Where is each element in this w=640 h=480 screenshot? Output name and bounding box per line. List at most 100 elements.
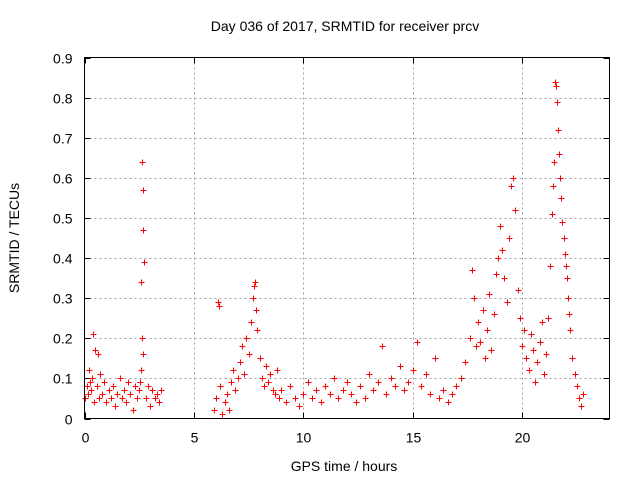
data-point: [130, 407, 137, 414]
data-point: [469, 267, 476, 274]
data-point: [453, 383, 460, 390]
data-point: [103, 399, 110, 406]
data-point: [473, 343, 480, 350]
data-point: [467, 335, 474, 342]
data-point: [140, 187, 147, 194]
y-axis-label: SRMTID / TECUs: [6, 183, 22, 293]
data-point: [357, 383, 364, 390]
data-point: [296, 403, 303, 410]
data-point: [578, 403, 585, 410]
y-tick-label: 0.5: [53, 211, 73, 227]
y-tick-label: 0.1: [53, 371, 73, 387]
y-tick-label: 0.9: [53, 51, 73, 67]
data-point: [276, 395, 283, 402]
data-point: [305, 379, 312, 386]
data-point: [557, 175, 564, 182]
data-point: [265, 379, 272, 386]
data-point: [254, 327, 261, 334]
data-point: [515, 287, 522, 294]
data-point: [267, 371, 274, 378]
data-point: [512, 207, 519, 214]
data-point: [482, 355, 489, 362]
data-point: [549, 211, 556, 218]
tick-labels: 0 0.1 0.2 0.3 0.4 0.5 0.6 0.7 0.8 0.9 0 5 10 15 20: [53, 51, 530, 446]
data-point: [565, 295, 572, 302]
data-point: [137, 379, 144, 386]
data-point: [366, 371, 373, 378]
data-point: [97, 371, 104, 378]
data-point: [449, 391, 456, 398]
x-axis-label: GPS time / hours: [291, 458, 398, 474]
data-point: [547, 263, 554, 270]
axis-ticks: [84, 57, 610, 420]
data-point: [362, 395, 369, 402]
data-point: [551, 159, 558, 166]
data-point: [410, 367, 417, 374]
data-point: [545, 315, 552, 322]
data-point: [119, 395, 126, 402]
data-point: [397, 363, 404, 370]
data-point: [136, 387, 143, 394]
data-point: [471, 295, 478, 302]
data-point: [554, 99, 561, 106]
data-point: [519, 343, 526, 350]
chart-title: Day 036 of 2017, SRMTID for receiver prc…: [211, 18, 479, 34]
y-tick-label: 0.2: [53, 331, 73, 347]
y-tick-label: 0.3: [53, 291, 73, 307]
data-point: [517, 315, 524, 322]
data-point: [327, 391, 334, 398]
data-point: [423, 371, 430, 378]
data-point: [90, 331, 97, 338]
data-point: [125, 379, 132, 386]
data-point: [445, 399, 452, 406]
data-point: [523, 355, 530, 362]
data-point: [348, 391, 355, 398]
data-point: [283, 399, 290, 406]
data-point: [526, 367, 533, 374]
data-point: [248, 319, 255, 326]
data-point: [553, 83, 560, 90]
data-point: [82, 395, 89, 402]
data-point: [141, 259, 148, 266]
data-point: [532, 379, 539, 386]
data-point: [121, 387, 128, 394]
data-point: [555, 127, 562, 134]
x-tick-label: 15: [406, 430, 422, 446]
y-tick-label: 0.8: [53, 91, 73, 107]
data-point: [95, 351, 102, 358]
data-point: [108, 395, 115, 402]
data-point: [215, 299, 222, 306]
data-point: [250, 295, 257, 302]
data-point: [501, 275, 508, 282]
data-point: [134, 395, 141, 402]
data-point: [462, 359, 469, 366]
data-point: [484, 327, 491, 334]
data-point: [508, 183, 515, 190]
data-point: [322, 383, 329, 390]
data-point: [156, 399, 163, 406]
data-point: [270, 387, 277, 394]
data-point: [117, 375, 124, 382]
data-point: [379, 343, 386, 350]
data-point: [300, 391, 307, 398]
data-point: [331, 375, 338, 382]
data-point: [375, 379, 382, 386]
data-point: [559, 219, 566, 226]
data-point: [84, 383, 91, 390]
data-point: [440, 387, 447, 394]
data-point: [274, 367, 281, 374]
data-point: [576, 395, 583, 402]
data-point: [239, 343, 246, 350]
data-point: [414, 339, 421, 346]
data-point: [217, 383, 224, 390]
data-point: [85, 391, 92, 398]
data-point: [139, 335, 146, 342]
data-point: [313, 387, 320, 394]
data-point: [158, 387, 165, 394]
data-point: [318, 399, 325, 406]
data-point: [96, 395, 103, 402]
data-point: [219, 411, 226, 418]
data-point: [475, 319, 482, 326]
data-point: [140, 351, 147, 358]
